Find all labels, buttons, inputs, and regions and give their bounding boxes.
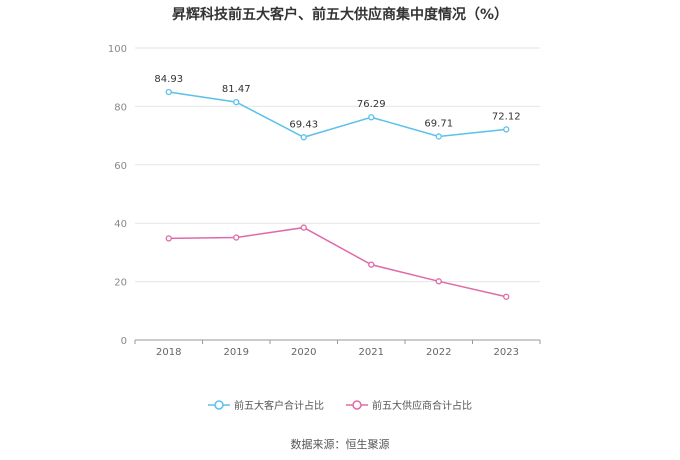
series-1-data-label: 69.71	[424, 118, 453, 129]
series-2-point	[300, 224, 307, 231]
series-1-point	[165, 88, 172, 96]
y-tick-label: 0	[121, 336, 127, 347]
legend-label: 前五大供应商合计占比	[372, 401, 472, 412]
legend: 前五大客户合计占比 前五大供应商合计占比	[0, 397, 680, 412]
series-1-point	[435, 133, 442, 140]
series-1-data-label: 69.43	[289, 119, 318, 130]
x-tick-label: 2020	[291, 347, 316, 358]
series-1-line	[168, 91, 507, 139]
chart-title: 昇辉科技前五大客户、前五大供应商集中度情况（%）	[171, 7, 509, 23]
series-1-point	[233, 98, 240, 106]
x-tick-label: 2022	[426, 347, 451, 358]
series-1-point	[503, 126, 510, 133]
y-tick-label: 80	[114, 102, 127, 113]
x-tick-label: 2018	[156, 347, 181, 358]
x-tick-label: 2021	[359, 347, 384, 358]
series-2-point	[368, 261, 375, 268]
series-2-point	[503, 293, 510, 300]
series-2-point	[233, 234, 240, 241]
x-tick-label: 2019	[224, 347, 249, 358]
series-2-line	[168, 226, 507, 298]
x-tick-label: 2023	[494, 347, 519, 358]
series-1-data-label: 81.47	[222, 84, 251, 95]
series-1-point	[368, 114, 375, 121]
series-1-point	[300, 134, 307, 141]
legend-swatch-icon	[208, 399, 230, 410]
y-tick-label: 60	[114, 161, 127, 172]
series-1-data-label: 76.29	[357, 99, 386, 110]
y-tick-label: 100	[108, 44, 127, 55]
series-1-data-label: 72.12	[492, 111, 521, 122]
series-2-point	[435, 278, 442, 285]
y-tick-label: 40	[114, 219, 127, 230]
legend-label: 前五大客户合计占比	[234, 401, 324, 412]
legend-item-series-1[interactable]: 前五大客户合计占比	[208, 397, 324, 412]
legend-item-series-2[interactable]: 前五大供应商合计占比	[346, 397, 472, 412]
y-tick-label: 20	[114, 278, 127, 289]
series-1-data-label: 84.93	[154, 74, 183, 85]
data-source-note: 数据来源：恒生聚源	[290, 438, 390, 451]
series-2-point	[165, 235, 172, 242]
legend-swatch-icon	[346, 399, 368, 410]
